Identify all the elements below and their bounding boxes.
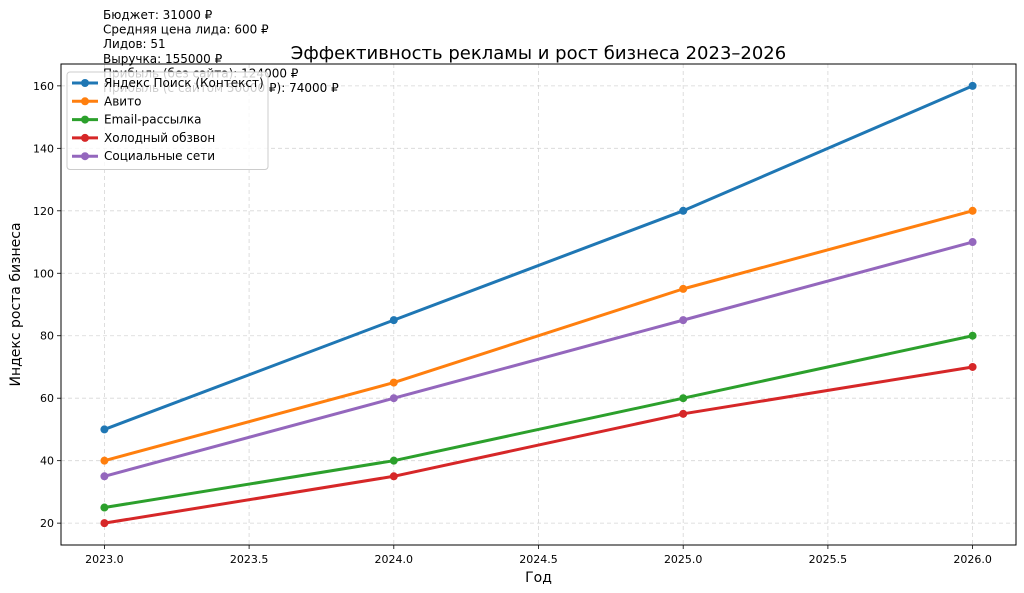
data-point [968, 206, 977, 215]
data-point [100, 425, 109, 434]
legend-swatch-marker [81, 115, 89, 124]
data-point [100, 503, 109, 512]
series-layer [100, 81, 977, 528]
data-point [389, 472, 398, 481]
legend-swatch-marker [81, 133, 89, 142]
data-point [389, 316, 398, 325]
x-tick-label: 2023.0 [85, 553, 124, 566]
chart-title: Эффективность рекламы и рост бизнеса 202… [291, 43, 786, 64]
data-point [679, 284, 688, 293]
x-axis-label: Год [525, 570, 552, 586]
legend-item: Социальные сети [72, 149, 215, 163]
y-tick-label: 160 [33, 80, 54, 93]
data-point [679, 316, 688, 325]
legend-item: Email-рассылка [72, 113, 202, 127]
annotation-line: Бюджет: 31000 ₽ [103, 8, 213, 22]
series-0 [100, 81, 977, 434]
series-2 [100, 331, 977, 512]
data-point [679, 394, 688, 403]
legend-item: Яндекс Поиск (Контекст) [72, 76, 264, 90]
series-line [104, 209, 973, 463]
series-line [104, 240, 973, 478]
legend-item: Авито [72, 94, 141, 108]
legend-label: Холодный обзвон [104, 131, 215, 145]
data-point [100, 456, 109, 465]
data-point [389, 456, 398, 465]
legend-item: Холодный обзвон [72, 131, 215, 145]
legend-swatch-marker [81, 152, 89, 161]
y-tick-label: 100 [33, 267, 54, 280]
series-line [104, 365, 973, 525]
x-tick-label: 2023.5 [230, 553, 269, 566]
annotation-line: Средняя цена лида: 600 ₽ [103, 23, 269, 37]
series-3 [100, 362, 977, 528]
x-tick-label: 2025.0 [664, 553, 703, 566]
data-point [389, 378, 398, 387]
series-1 [100, 206, 977, 465]
x-tick-label: 2024.5 [519, 553, 558, 566]
annotation-line: Выручка: 155000 ₽ [103, 52, 223, 66]
legend-label: Социальные сети [104, 149, 215, 163]
legend: Яндекс Поиск (Контекст) Авито Email-рассыл… [66, 71, 269, 170]
legend-label: Email-рассылка [104, 113, 202, 127]
y-tick-label: 20 [40, 517, 54, 530]
data-point [968, 238, 977, 247]
y-tick-label: 80 [40, 330, 54, 343]
data-point [679, 409, 688, 418]
ticks: 2023.0 2023.5 2024.0 2024.5 2025.0 2025.5 2026… [33, 80, 992, 566]
data-point [100, 472, 109, 481]
series-line [104, 334, 973, 510]
legend-swatch-marker [81, 97, 89, 106]
data-point [968, 362, 977, 371]
data-point [679, 206, 688, 215]
x-tick-label: 2025.5 [809, 553, 848, 566]
data-point [389, 394, 398, 403]
legend-label: Авито [104, 94, 141, 108]
y-axis-label: Индекс роста бизнеса [8, 222, 24, 386]
x-tick-label: 2026.0 [953, 553, 992, 566]
legend-label: Яндекс Поиск (Контекст) [104, 76, 264, 90]
series-line [103, 84, 974, 431]
y-tick-label: 140 [33, 142, 54, 155]
y-tick-label: 40 [40, 455, 54, 468]
legend-box [66, 71, 269, 170]
y-tick-label: 60 [40, 392, 54, 405]
series-4 [100, 238, 977, 481]
x-tick-label: 2024.0 [375, 553, 414, 566]
grid [61, 64, 1016, 545]
data-point [100, 519, 109, 528]
data-point [968, 331, 977, 340]
data-point [968, 81, 977, 90]
annotation-line: Лидов: 51 [103, 37, 166, 51]
y-tick-label: 120 [33, 205, 54, 218]
legend-swatch-marker [81, 79, 89, 87]
